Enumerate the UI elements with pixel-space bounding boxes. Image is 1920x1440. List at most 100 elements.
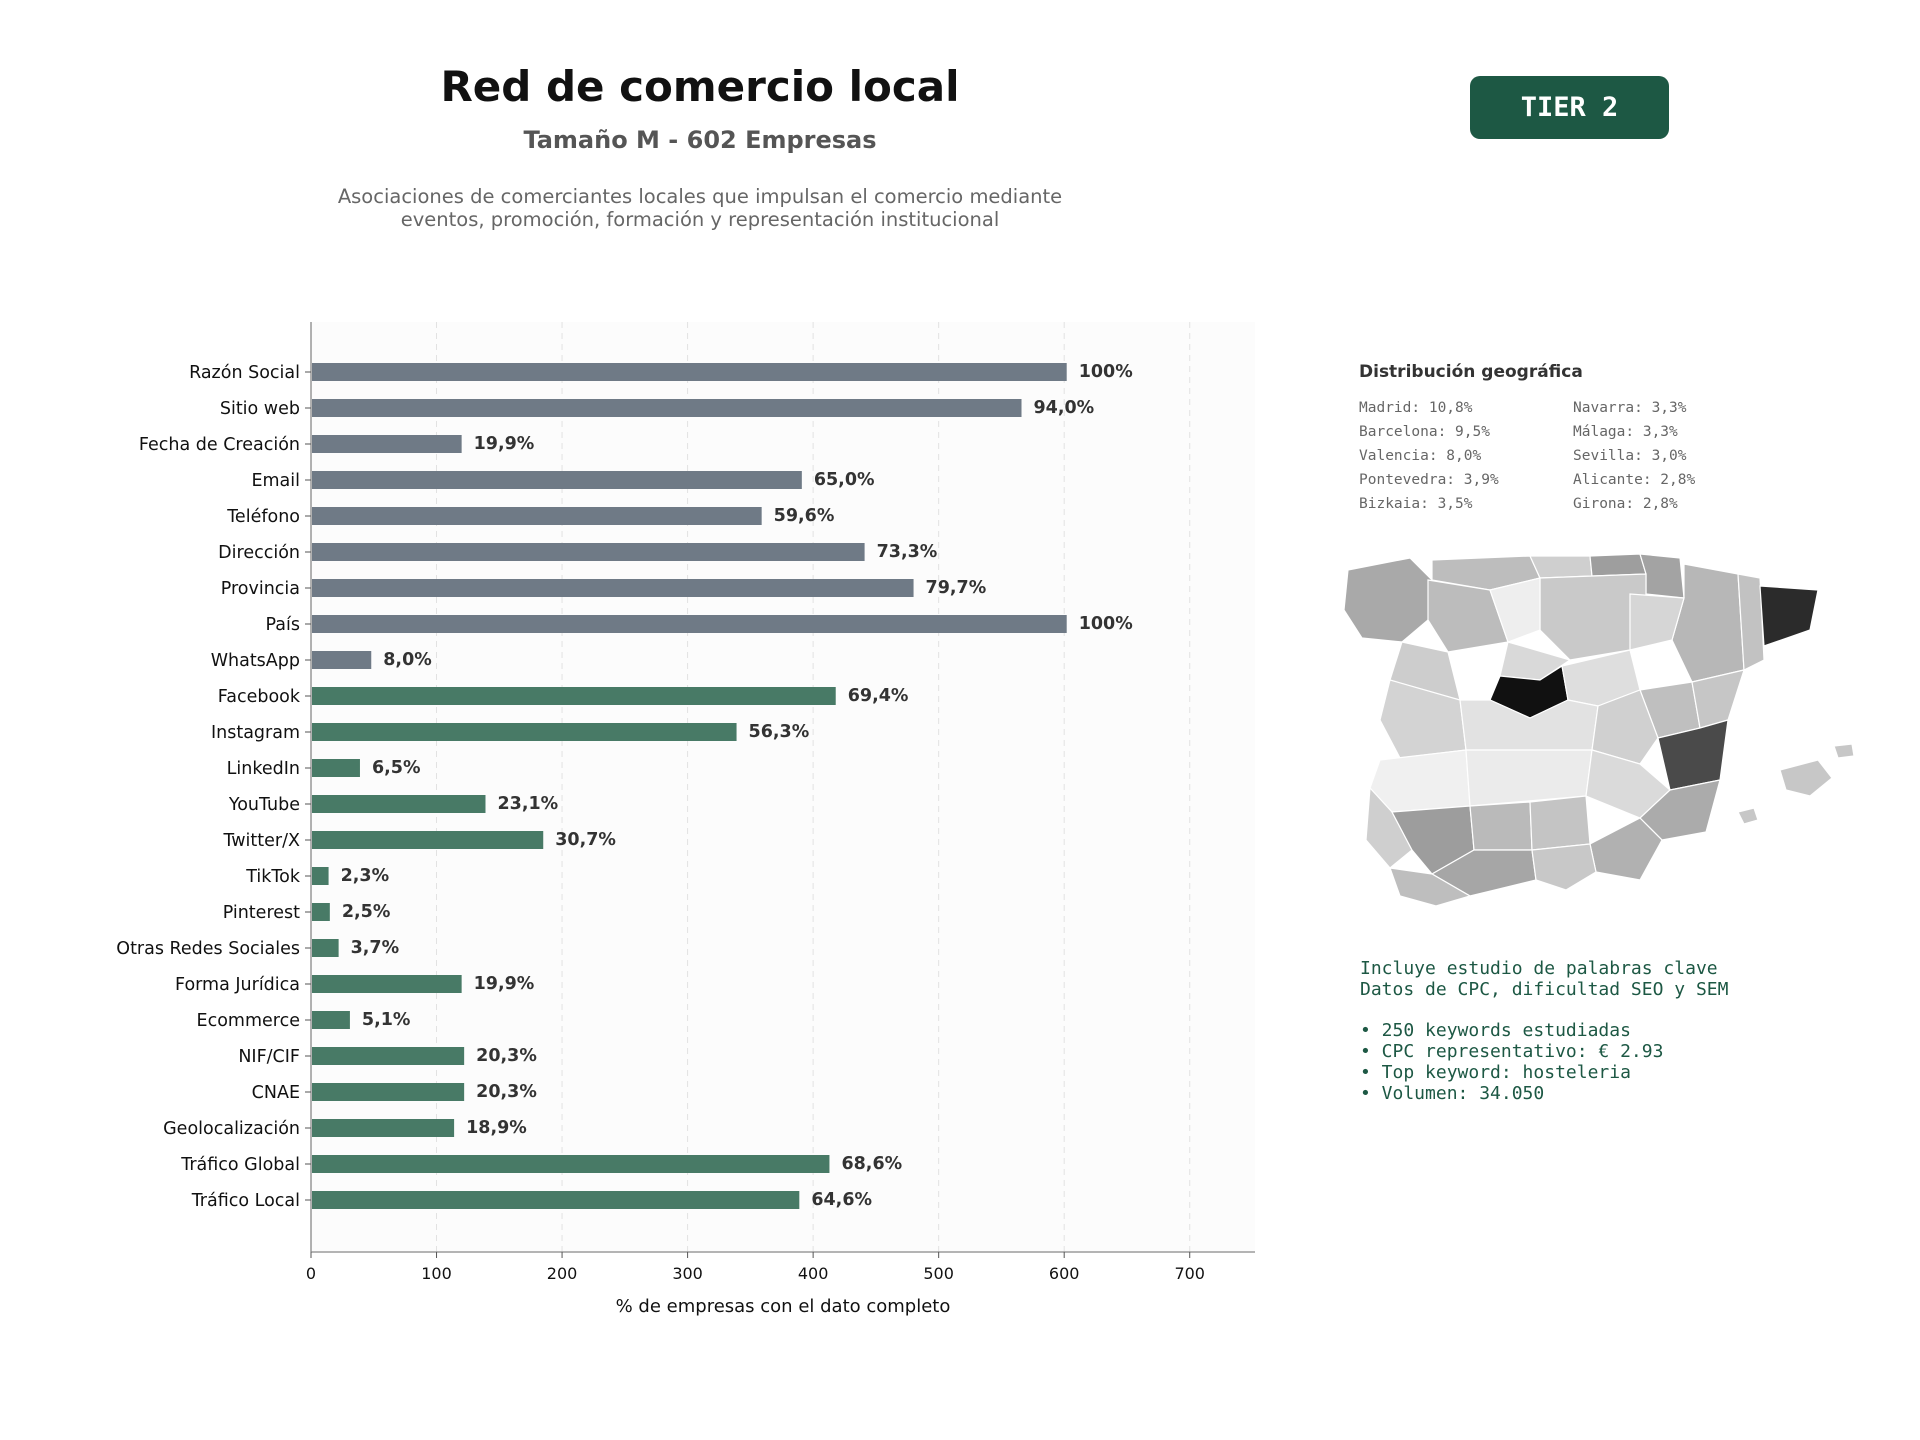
geo-item: Sevilla: 3,0% xyxy=(1573,448,1687,464)
bar xyxy=(312,1191,800,1209)
bar xyxy=(312,651,372,669)
geo-list: Madrid: 10,8% Navarra: 3,3% Barcelona: 9… xyxy=(1359,400,1859,512)
geo-item: Barcelona: 9,5% xyxy=(1359,424,1490,440)
data-label: 18,9% xyxy=(466,1118,527,1138)
data-label: 56,3% xyxy=(749,722,810,742)
bar xyxy=(312,723,737,741)
map-region-leon xyxy=(1427,579,1509,653)
geo-item: Alicante: 2,8% xyxy=(1573,472,1696,488)
y-tick-label: Facebook xyxy=(218,687,301,707)
data-label: 23,1% xyxy=(497,794,558,814)
keywords-panel: Incluye estudio de palabras clave Datos … xyxy=(1360,958,1880,1104)
y-tick-label: YouTube xyxy=(228,795,300,815)
y-tick-label: Ecommerce xyxy=(197,1011,300,1031)
y-tick-label: TikTok xyxy=(245,867,301,887)
geo-item: Madrid: 10,8% xyxy=(1359,400,1473,416)
tier-badge: TIER 2 xyxy=(1470,76,1669,139)
map-region-jaen xyxy=(1529,795,1591,851)
bar xyxy=(312,867,329,885)
page-title: Red de comercio local xyxy=(440,62,960,111)
bar xyxy=(312,795,486,813)
data-label: 5,1% xyxy=(362,1010,411,1030)
x-tick-label: 200 xyxy=(547,1264,578,1283)
page-subtitle: Tamaño M - 602 Empresas xyxy=(523,126,877,154)
y-tick-label: Instagram xyxy=(211,723,300,743)
y-tick-label: Sitio web xyxy=(220,399,300,419)
data-label: 3,7% xyxy=(351,938,400,958)
y-tick-label: Razón Social xyxy=(189,363,300,383)
geo-item: Málaga: 3,3% xyxy=(1573,424,1678,440)
bar xyxy=(312,1047,465,1065)
geo-item: Navarra: 3,3% xyxy=(1573,400,1687,416)
bar xyxy=(312,507,762,525)
x-tick-label: 700 xyxy=(1174,1264,1205,1283)
keywords-bullet: • Volumen: 34.050 xyxy=(1360,1083,1545,1104)
map-region-alicante xyxy=(1639,779,1721,841)
y-tick-label: Email xyxy=(251,471,300,491)
map-region-huelva xyxy=(1365,786,1413,869)
bar xyxy=(312,687,836,705)
keywords-line-2: Datos de CPC, dificultad SEO y SEM xyxy=(1360,979,1729,1000)
geo-item: Pontevedra: 3,9% xyxy=(1359,472,1499,488)
bar xyxy=(312,471,802,489)
data-label: 19,9% xyxy=(474,974,535,994)
x-tick-label: 600 xyxy=(1049,1264,1080,1283)
data-label: 59,6% xyxy=(774,506,835,526)
geo-item: Valencia: 8,0% xyxy=(1359,448,1482,464)
bar xyxy=(312,543,865,561)
data-label: 65,0% xyxy=(814,470,875,490)
bar xyxy=(312,435,462,453)
x-tick-label: 400 xyxy=(798,1264,829,1283)
map-region-cantabria xyxy=(1529,555,1593,579)
map-region-badajoz xyxy=(1369,749,1471,813)
page-description: Asociaciones de comerciantes locales que… xyxy=(250,185,1150,231)
data-label: 19,9% xyxy=(474,434,535,454)
keywords-bullet: • Top keyword: hosteleria xyxy=(1360,1062,1631,1083)
y-tick-label: País xyxy=(266,615,300,635)
geo-item: Girona: 2,8% xyxy=(1573,496,1678,512)
y-tick-label: Geolocalización xyxy=(163,1119,300,1139)
map-region-cuenca xyxy=(1591,689,1659,765)
map-region-mallorca xyxy=(1779,759,1833,797)
bar xyxy=(312,831,544,849)
y-tick-label: LinkedIn xyxy=(227,759,300,779)
data-label: 94,0% xyxy=(1034,398,1095,418)
data-label: 2,5% xyxy=(342,902,391,922)
data-label: 20,3% xyxy=(476,1082,537,1102)
x-axis-label: % de empresas con el dato completo xyxy=(616,1296,951,1317)
map-region-soria xyxy=(1629,593,1685,651)
keywords-bullet: • CPC representativo: € 2.93 xyxy=(1360,1041,1664,1062)
bar xyxy=(312,939,339,957)
x-tick-label: 300 xyxy=(672,1264,703,1283)
data-label: 69,4% xyxy=(848,686,909,706)
x-tick-label: 0 xyxy=(306,1264,316,1283)
y-tick-label: Fecha de Creación xyxy=(139,435,300,455)
y-tick-label: Teléfono xyxy=(226,507,300,527)
geo-title: Distribución geográfica xyxy=(1359,362,1583,382)
y-tick-label: Provincia xyxy=(221,579,300,599)
data-label: 73,3% xyxy=(877,542,938,562)
plot-area xyxy=(311,322,1255,1252)
map-region-menorca xyxy=(1833,743,1855,759)
data-label: 100% xyxy=(1079,362,1133,382)
bar xyxy=(312,759,360,777)
description-line-2: eventos, promoción, formación y represen… xyxy=(400,208,1000,231)
map-region-galicia xyxy=(1343,557,1433,643)
bar xyxy=(312,1119,455,1137)
bar xyxy=(312,1155,830,1173)
bar xyxy=(312,1011,350,1029)
description-line-1: Asociaciones de comerciantes locales que… xyxy=(337,185,1063,208)
data-label: 79,7% xyxy=(926,578,987,598)
y-tick-label: Twitter/X xyxy=(222,831,300,851)
geo-item: Bizkaia: 3,5% xyxy=(1359,496,1473,512)
map-region-murcia xyxy=(1589,817,1663,881)
data-label: 8,0% xyxy=(383,650,432,670)
data-label: 20,3% xyxy=(476,1046,537,1066)
y-tick-label: NIF/CIF xyxy=(238,1047,300,1067)
geo-distribution-panel: Distribución geográfica Madrid: 10,8% Na… xyxy=(1359,362,1859,512)
y-tick-label: Otras Redes Sociales xyxy=(116,939,300,959)
bar xyxy=(312,903,330,921)
y-tick-label: Dirección xyxy=(218,543,300,563)
map-region-ibiza xyxy=(1737,807,1759,825)
